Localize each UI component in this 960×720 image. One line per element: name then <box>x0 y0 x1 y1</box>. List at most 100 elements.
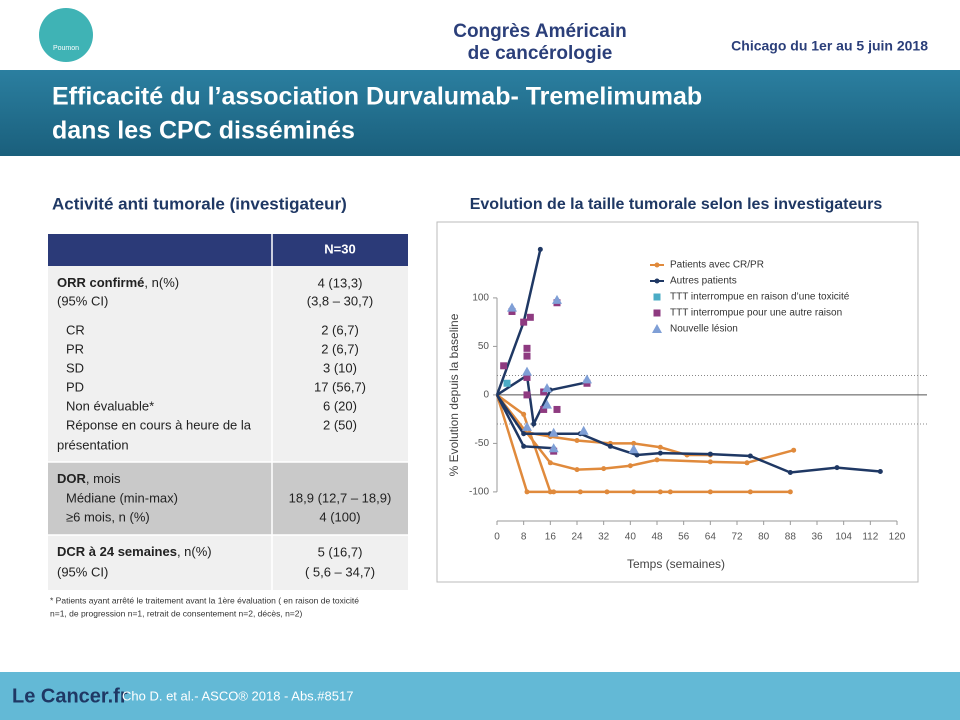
triangle-marker <box>582 374 592 384</box>
point <box>657 489 663 495</box>
cell: 6 (20) <box>323 398 357 413</box>
legend-label: Patients avec CR/PR <box>670 260 764 271</box>
chart-title: Evolution de la taille tumorale selon le… <box>470 196 883 213</box>
legend-label: Autres patients <box>670 276 737 287</box>
square-marker <box>553 405 561 413</box>
cell: SD <box>66 360 84 375</box>
point <box>744 460 750 466</box>
square-marker <box>523 344 531 352</box>
cell-text: , n(%) <box>177 544 212 559</box>
footer-bar <box>0 672 960 720</box>
x-tick-label: 88 <box>785 532 797 543</box>
cell: (95% CI) <box>57 293 108 308</box>
footnote: * Patients ayant arrêté le traitement av… <box>50 595 359 605</box>
slide-title: Efficacité du l’association Durvalumab- … <box>52 83 702 111</box>
y-tick-label: 100 <box>472 293 489 304</box>
x-tick-label: 24 <box>571 532 583 543</box>
x-tick-label: 104 <box>835 532 852 543</box>
location: Chicago du 1er au 5 juin 2018 <box>731 38 928 54</box>
triangle-marker <box>542 399 552 409</box>
point <box>657 444 663 450</box>
point <box>707 489 713 495</box>
logo-text: Poumon <box>53 45 79 52</box>
legend-marker <box>653 293 661 301</box>
cell: ORR confirmé, n(%) <box>57 275 179 290</box>
point <box>521 443 527 449</box>
table-row <box>48 266 408 462</box>
cell: PR <box>66 341 84 356</box>
cell: CR <box>66 322 85 337</box>
x-tick-label: 32 <box>598 532 610 543</box>
cell: 2 (6,7) <box>321 322 359 337</box>
plot: 0 8 16 24 32 40 48 56 64 72 80 88 36 104 112 120 -100 -50… <box>469 246 927 543</box>
cell: 4 (100) <box>319 509 360 524</box>
x-axis-label: Temps (semaines) <box>627 557 725 571</box>
cell-bold: ORR confirmé <box>57 275 144 290</box>
cell-text: , mois <box>86 471 121 486</box>
cell: 5 (16,7) <box>318 544 363 559</box>
cell: DCR à 24 semaines, n(%) <box>57 544 212 559</box>
point <box>537 246 543 252</box>
point <box>531 421 537 427</box>
triangle-marker <box>522 366 532 376</box>
table-header <box>48 234 408 266</box>
legend-label: TTT interrompue pour une autre raison <box>670 308 842 319</box>
cell: 17 (56,7) <box>314 379 366 394</box>
citation: Cho D. et al.- ASCO® 2018 - Abs.#8517 <box>122 688 353 703</box>
x-tick-label: 80 <box>758 532 770 543</box>
point <box>521 431 527 437</box>
cell: Non évaluable* <box>66 398 154 413</box>
legend-label: TTT interrompue en raison d’une toxicité <box>670 292 850 303</box>
square-marker <box>503 379 511 387</box>
cell: 18,9 (12,7 – 18,9) <box>289 490 392 505</box>
footer-logo: Le Cancer.fr <box>12 685 128 707</box>
cell-bold: DOR <box>57 471 87 486</box>
cell: ≥6 mois, n (%) <box>66 509 150 524</box>
x-tick-label: 120 <box>889 532 906 543</box>
footnote: n=1, de progression n=1, retrait de cons… <box>50 608 303 618</box>
x-tick-label: 36 <box>811 532 823 543</box>
x-tick-label: 8 <box>521 532 527 543</box>
x-tick-label: 0 <box>494 532 500 543</box>
point <box>547 489 553 495</box>
legend-dot <box>654 262 660 268</box>
point <box>654 457 660 463</box>
cell: Médiane (min-max) <box>66 490 178 505</box>
point <box>631 489 637 495</box>
triangle-marker <box>507 302 517 312</box>
point <box>627 463 633 469</box>
point <box>634 452 640 458</box>
triangle-marker <box>548 427 559 437</box>
point <box>631 440 637 446</box>
triangle-marker <box>552 294 562 304</box>
point <box>877 469 883 475</box>
series-line <box>495 394 881 474</box>
square-marker <box>540 405 548 413</box>
slide-title: dans les CPC disséminés <box>52 117 355 145</box>
square-marker <box>523 373 531 381</box>
legend-dot <box>654 278 660 284</box>
x-tick-label: 16 <box>545 532 557 543</box>
section-heading: Activité anti tumorale (investigateur) <box>52 194 347 213</box>
x-tick-label: 64 <box>705 532 717 543</box>
square-marker <box>523 352 531 360</box>
x-tick-label: 48 <box>651 532 663 543</box>
point <box>657 450 663 456</box>
cell: Réponse en cours à heure de la <box>66 417 252 432</box>
y-axis-label: % Evolution depuis la baseline <box>447 313 461 476</box>
point <box>747 453 753 459</box>
point <box>577 489 583 495</box>
x-tick-label: 56 <box>678 532 690 543</box>
point <box>524 489 530 495</box>
logo-circle <box>39 8 93 62</box>
cell: DOR, mois <box>57 471 121 486</box>
cell: 4 (13,3) <box>318 275 363 290</box>
cell: ( 5,6 – 34,7) <box>305 564 375 579</box>
table-row <box>48 535 408 590</box>
triangle-marker <box>628 444 639 454</box>
cell: (95% CI) <box>57 564 108 579</box>
series-line <box>495 249 542 396</box>
triangle-marker <box>522 421 532 431</box>
